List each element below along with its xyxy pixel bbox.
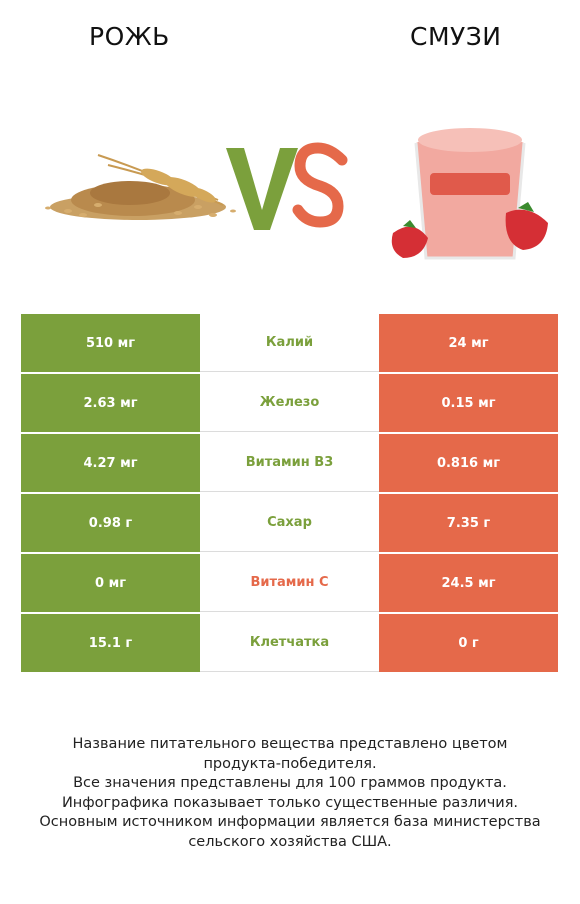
table-row: 2.63 мг Железо 0.15 мг — [21, 374, 558, 434]
rye-grain-image — [45, 154, 236, 220]
rye-value: 2.63 мг — [21, 374, 200, 432]
left-title: РОЖЬ — [89, 22, 170, 51]
nutrient-name: Железо — [200, 374, 379, 432]
footer-line: сельского хозяйства США. — [188, 833, 392, 850]
smoothie-image — [391, 128, 548, 260]
footer-note: Название питательного вещества представл… — [20, 735, 560, 852]
comparison-table: 510 мг Калий 24 мг 2.63 мг Железо 0.15 м… — [21, 314, 558, 674]
table-row: 4.27 мг Витамин B3 0.816 мг — [21, 434, 558, 494]
nutrient-name: Витамин C — [200, 554, 379, 612]
rye-value: 510 мг — [21, 314, 200, 372]
nutrient-name: Сахар — [200, 494, 379, 552]
table-row: 0.98 г Сахар 7.35 г — [21, 494, 558, 554]
nutrient-name: Витамин B3 — [200, 434, 379, 492]
footer-line: Все значения представлены для 100 граммо… — [73, 775, 507, 791]
smoothie-value: 0.15 мг — [379, 374, 558, 432]
table-row: 510 мг Калий 24 мг — [21, 314, 558, 374]
footer-line: Инфографика показывает только существенн… — [61, 794, 519, 811]
vs-logo — [226, 142, 348, 230]
smoothie-value: 7.35 г — [379, 494, 558, 552]
smoothie-value: 0.816 мг — [379, 434, 558, 492]
nutrient-name: Калий — [200, 314, 379, 372]
rye-value: 4.27 мг — [21, 434, 200, 492]
nutrient-name: Клетчатка — [200, 614, 379, 672]
right-title: СМУЗИ — [410, 22, 502, 51]
rye-value: 15.1 г — [21, 614, 200, 672]
rye-value: 0.98 г — [21, 494, 200, 552]
smoothie-value: 0 г — [379, 614, 558, 672]
footer-line: Название питательного вещества представл… — [72, 736, 508, 752]
table-row: 15.1 г Клетчатка 0 г — [21, 614, 558, 674]
footer-line: Основным источником информации является … — [39, 814, 541, 830]
rye-value: 0 мг — [21, 554, 200, 612]
table-row: 0 мг Витамин C 24.5 мг — [21, 554, 558, 614]
smoothie-value: 24 мг — [379, 314, 558, 372]
footer-line: продукта-победителя. — [203, 755, 377, 772]
smoothie-value: 24.5 мг — [379, 554, 558, 612]
